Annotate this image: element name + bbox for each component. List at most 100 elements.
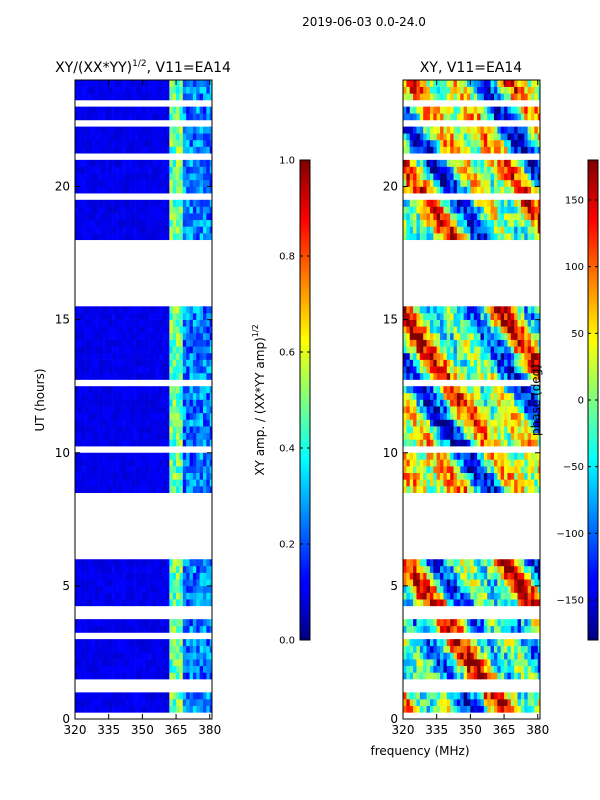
phase-cell	[416, 332, 421, 340]
amplitude-cell	[172, 319, 177, 327]
phase-cell	[456, 199, 461, 207]
phase-cell	[493, 226, 498, 234]
amplitude-cell	[142, 306, 147, 314]
phase-cell	[429, 699, 434, 706]
phase-cell	[510, 219, 515, 227]
amplitude-cell	[142, 86, 147, 94]
amplitude-cell	[209, 213, 212, 221]
phase-cell	[463, 486, 468, 493]
amplitude-cell	[78, 332, 83, 340]
phase-cell	[477, 459, 481, 467]
amplitude-cell	[81, 226, 86, 234]
amplitude-cell	[169, 332, 173, 340]
phase-cell	[406, 652, 411, 660]
phase-cell	[480, 426, 485, 434]
phase-cell	[497, 559, 501, 567]
phase-cell	[403, 179, 407, 187]
amplitude-cell	[108, 226, 113, 234]
amplitude-cell	[88, 639, 93, 647]
phase-cell	[531, 625, 535, 633]
amplitude-cell	[162, 312, 167, 320]
amplitude-cell	[122, 659, 126, 667]
phase-cell	[403, 186, 407, 194]
phase-cell	[433, 432, 437, 440]
amplitude-cell	[172, 113, 177, 121]
phase-cell	[440, 459, 444, 467]
amplitude-cell	[118, 619, 123, 627]
phase-cell	[443, 179, 448, 187]
amplitude-cell	[155, 106, 160, 114]
amplitude-cell	[186, 472, 190, 480]
amplitude-cell	[145, 139, 150, 147]
phase-cell	[490, 432, 495, 440]
amplitude-cell	[81, 652, 86, 660]
phase-cell	[483, 392, 488, 400]
phase-cell	[534, 692, 539, 700]
amplitude-cell	[132, 146, 136, 154]
phase-cell	[440, 572, 444, 580]
phase-cell	[446, 559, 451, 567]
phase-cell	[497, 179, 501, 187]
amplitude-cell	[142, 672, 147, 680]
phase-cell	[429, 559, 434, 567]
phase-cell	[467, 219, 471, 227]
amplitude-cell	[152, 559, 157, 567]
phase-cell	[504, 392, 508, 400]
amplitude-cell	[95, 133, 99, 141]
phase-cell	[440, 419, 444, 427]
phase-cell	[477, 352, 481, 360]
amplitude-cell	[159, 459, 163, 467]
phase-cell	[477, 419, 481, 427]
amplitude-cell	[75, 486, 79, 493]
amplitude-cell	[172, 386, 177, 394]
amplitude-cell	[169, 452, 173, 460]
amplitude-cell	[199, 432, 204, 440]
amplitude-cell	[128, 139, 133, 147]
phase-cell	[507, 173, 512, 181]
amplitude-cell	[203, 692, 207, 700]
phase-cell	[416, 326, 421, 334]
phase-cell	[490, 625, 495, 633]
amplitude-cell	[182, 93, 187, 101]
phase-cell	[426, 339, 431, 347]
phase-cell	[443, 372, 448, 380]
phase-cell	[534, 459, 539, 467]
amplitude-cell	[142, 199, 147, 207]
amplitude-cell	[132, 359, 136, 367]
amplitude-cell	[75, 439, 79, 447]
amplitude-cell	[176, 312, 180, 320]
amplitude-cell	[165, 692, 170, 700]
amplitude-cell	[125, 459, 130, 467]
amplitude-cell	[176, 93, 180, 101]
amplitude-cell	[159, 625, 163, 633]
amplitude-cell	[149, 432, 153, 440]
amplitude-cell	[206, 572, 211, 580]
amplitude-cell	[112, 419, 116, 427]
amplitude-cell	[135, 106, 140, 114]
phase-cell	[500, 472, 505, 480]
phase-cell	[446, 472, 451, 480]
phase-cell	[510, 392, 515, 400]
phase-cell	[524, 399, 528, 407]
amplitude-cell	[122, 206, 126, 214]
amplitude-cell	[172, 419, 177, 427]
amplitude-cell	[139, 226, 143, 234]
amplitude-cell	[182, 113, 187, 121]
amplitude-cell	[139, 312, 143, 320]
amplitude-cell	[162, 319, 167, 327]
phase-cell	[487, 159, 491, 167]
amplitude-cell	[78, 479, 83, 487]
amplitude-cell	[182, 486, 187, 493]
phase-cell	[524, 406, 528, 414]
amplitude-cell	[182, 206, 187, 214]
phase-cell	[473, 219, 478, 227]
phase-cell	[423, 352, 427, 360]
phase-cell	[416, 133, 421, 141]
amplitude-cell	[91, 319, 96, 327]
amplitude-cell	[155, 352, 160, 360]
amplitude-cell	[75, 419, 79, 427]
phase-cell	[460, 306, 464, 314]
amplitude-cell	[196, 312, 200, 320]
amplitude-cell	[165, 213, 170, 221]
phase-cell	[527, 599, 532, 607]
